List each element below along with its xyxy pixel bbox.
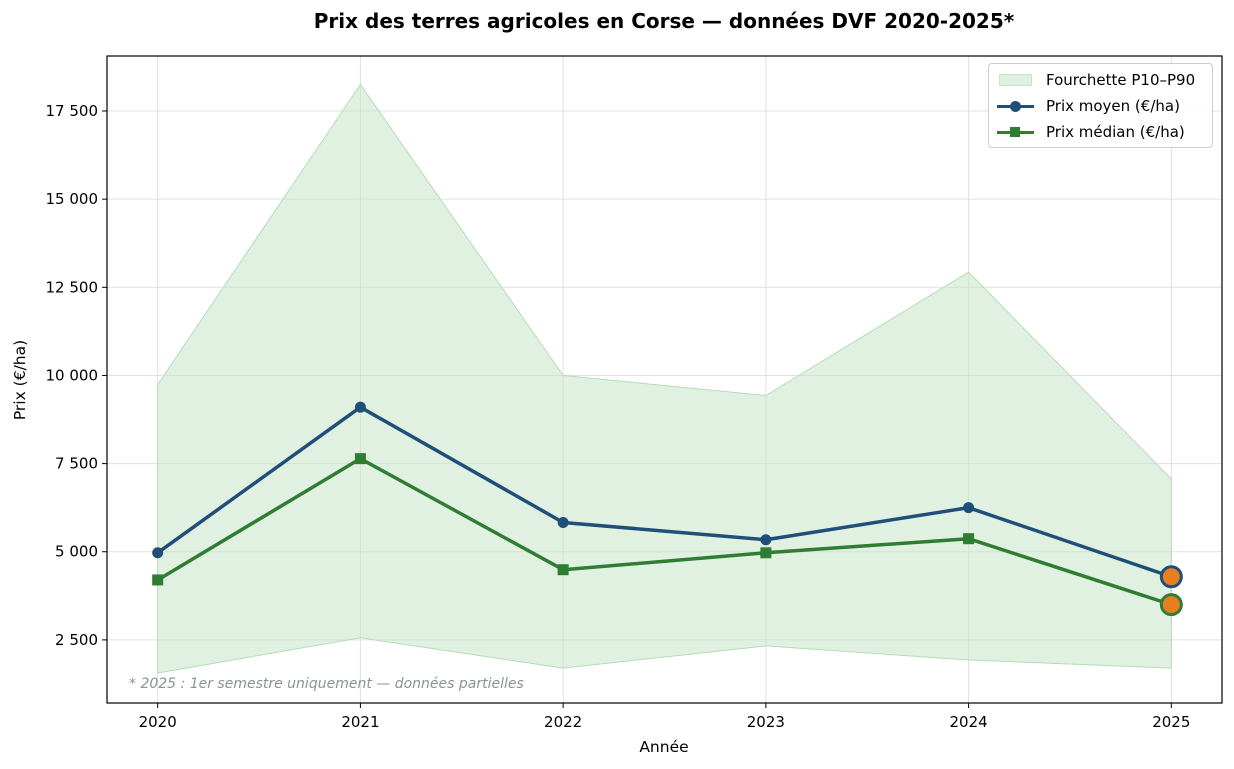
p10-p90-area <box>157 83 1172 674</box>
y-tick-label: 15 000 <box>46 190 99 208</box>
y-tick-label: 2 500 <box>55 631 98 649</box>
circle-marker <box>963 502 975 514</box>
x-axis-label: Année <box>639 738 688 756</box>
x-tick-label: 2025 <box>1152 713 1190 731</box>
y-tick-label: 7 500 <box>55 455 98 473</box>
square-marker <box>963 533 975 545</box>
square-marker <box>152 574 164 586</box>
y-tick-label: 17 500 <box>46 102 99 120</box>
circle-marker <box>152 547 164 559</box>
y-axis: 2 500 5 000 7 500 10 000 12 500 15 000 17 500 <box>46 102 107 649</box>
plot-frame <box>106 55 1223 704</box>
x-tick-label: 2023 <box>747 713 785 731</box>
circle-line-icon <box>997 96 1034 116</box>
footnote: * 2025 : 1er semestre uniquement — donné… <box>129 676 524 692</box>
highlight-marker <box>1159 565 1183 589</box>
data-lines <box>156 405 1172 607</box>
legend-label: Fourchette P10–P90 <box>1046 71 1196 89</box>
chart-title: Prix des terres agricoles en Corse — don… <box>313 9 1015 33</box>
x-tick-label: 2024 <box>949 713 987 731</box>
median-price-line <box>156 456 1172 607</box>
y-tick-label: 5 000 <box>55 543 98 561</box>
mean-price-line <box>156 405 1172 579</box>
square-marker <box>557 564 569 576</box>
legend-item-band: Fourchette P10–P90 <box>997 69 1195 91</box>
y-axis-label: Prix (€/ha) <box>11 340 29 420</box>
square-line-icon <box>997 122 1034 142</box>
x-tick-label: 2021 <box>341 713 379 731</box>
x-axis: 2020 2021 2022 2023 2024 2025 <box>139 703 1190 731</box>
y-tick-label: 12 500 <box>46 278 99 296</box>
circle-marker <box>557 516 569 528</box>
x-tick-label: 2022 <box>544 713 582 731</box>
circle-marker <box>760 534 772 546</box>
legend-item-mean: Prix moyen (€/ha) <box>997 95 1180 117</box>
highlight-marker <box>1159 593 1183 617</box>
legend-label: Prix médian (€/ha) <box>1046 123 1185 141</box>
legend-item-median: Prix médian (€/ha) <box>997 121 1185 143</box>
square-marker <box>760 547 772 559</box>
data-markers <box>152 401 1183 617</box>
circle-marker <box>354 401 366 413</box>
legend-label: Prix moyen (€/ha) <box>1046 97 1180 115</box>
y-tick-label: 10 000 <box>46 366 99 384</box>
band-swatch-icon <box>997 70 1034 90</box>
legend: Fourchette P10–P90 Prix moyen (€/ha) Pri… <box>988 63 1213 148</box>
square-marker <box>354 453 366 465</box>
x-tick-label: 2020 <box>139 713 177 731</box>
p10-p90-band <box>157 83 1172 674</box>
